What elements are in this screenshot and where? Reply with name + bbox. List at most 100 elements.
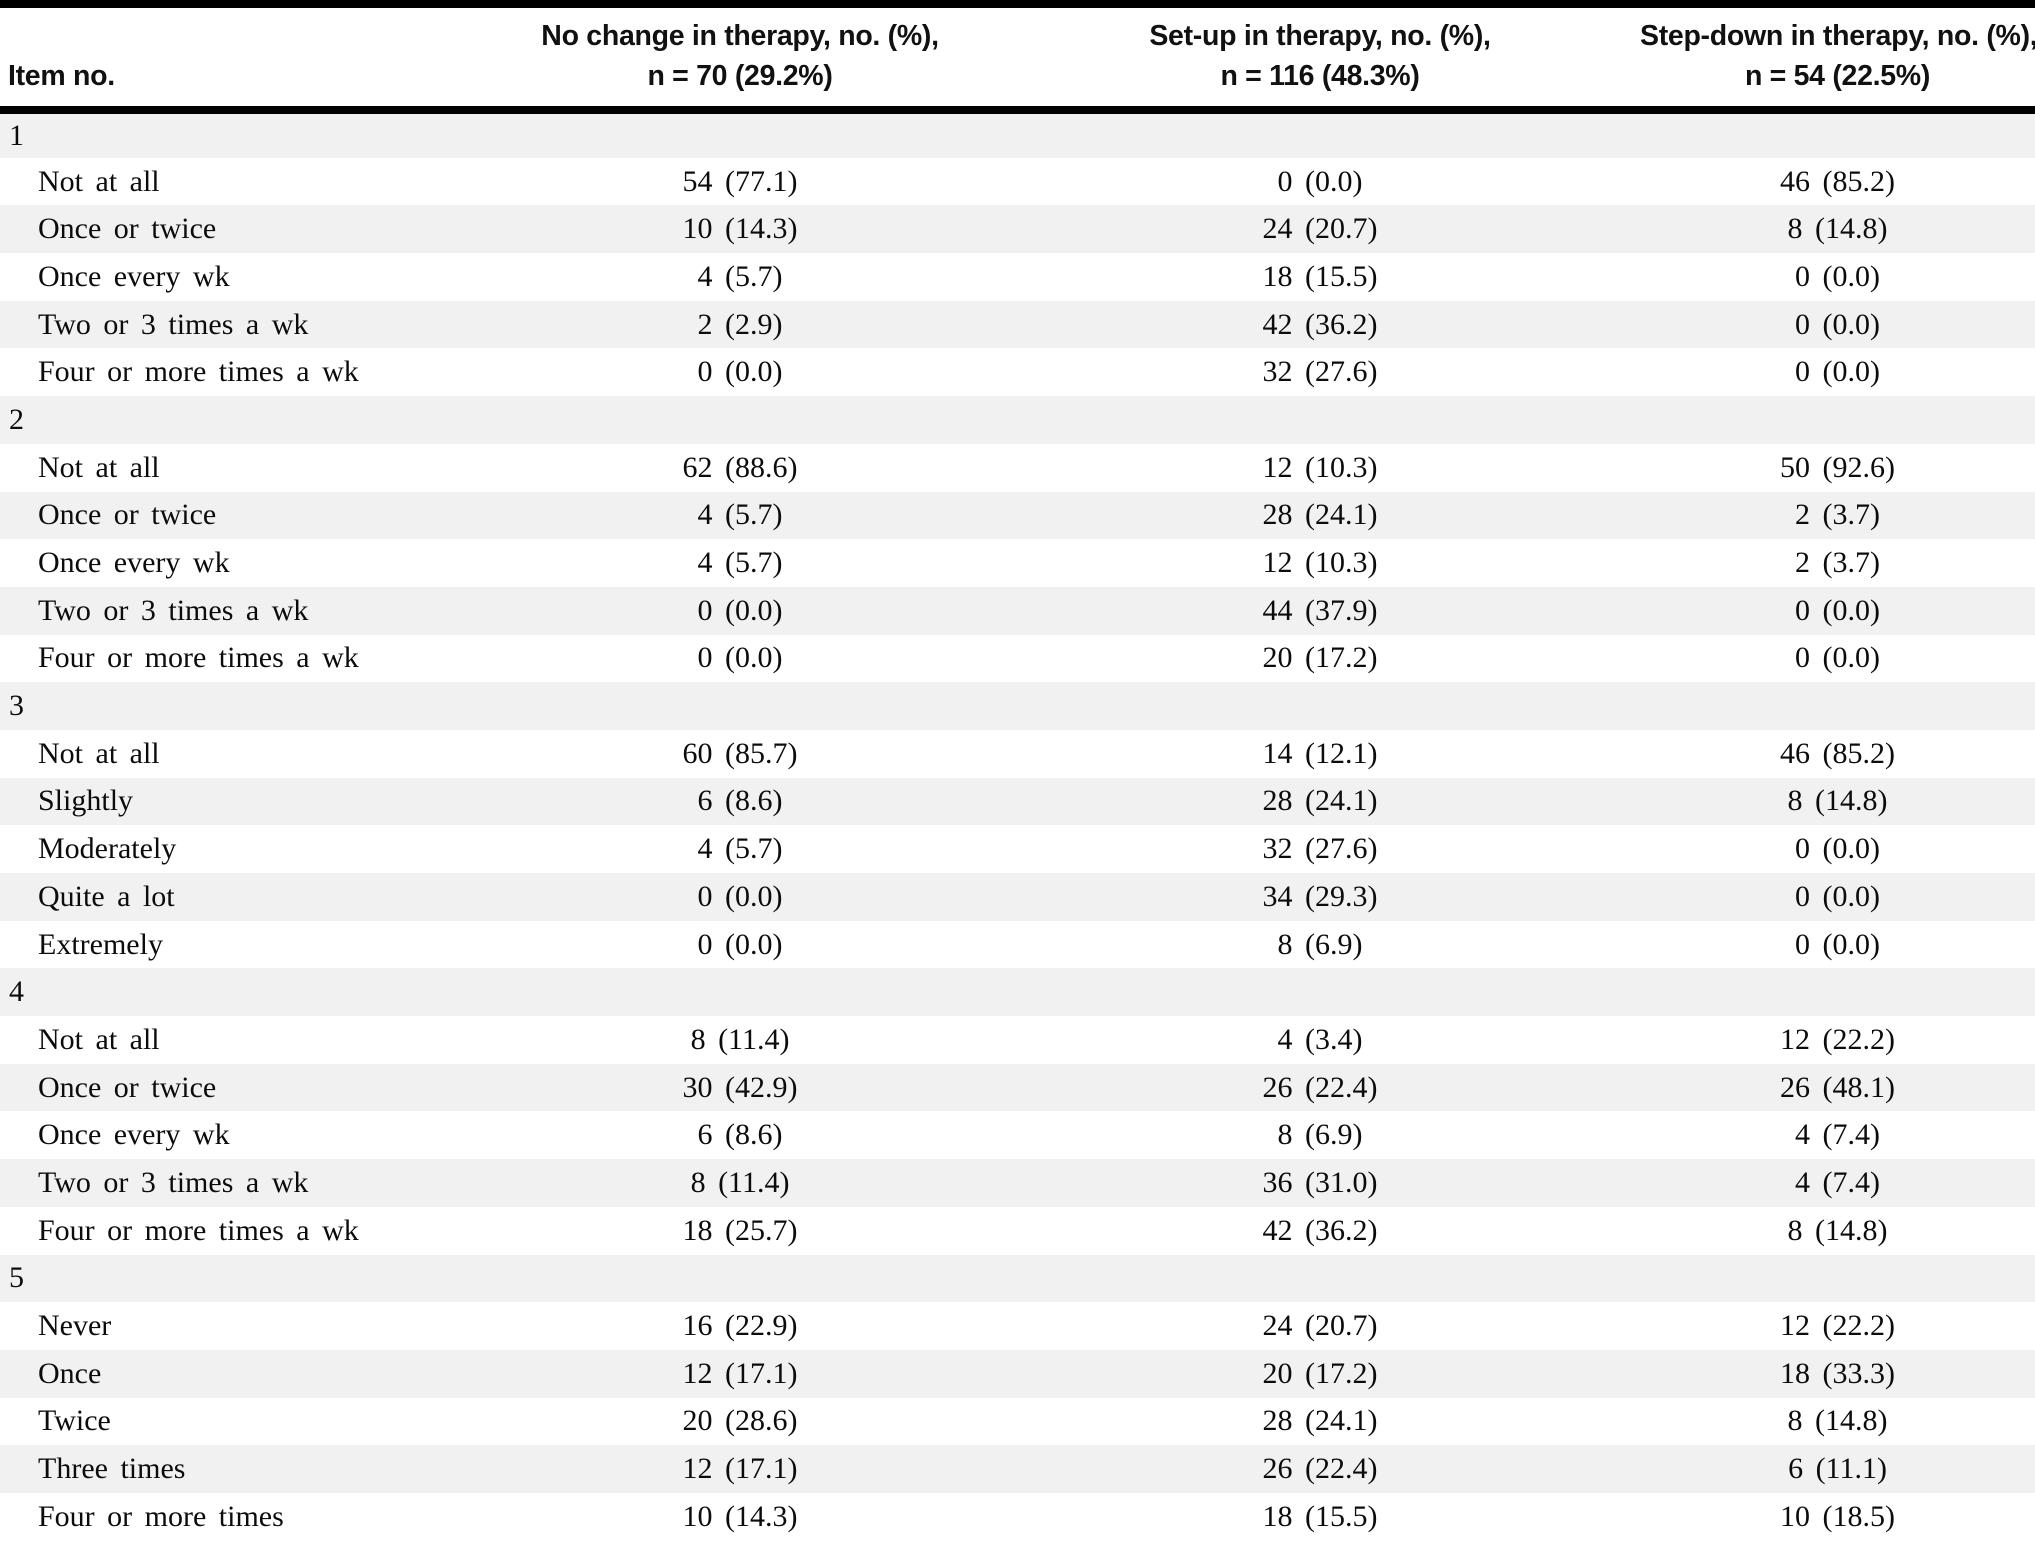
item-number: 5 [9, 1261, 24, 1295]
value-cell: 12 (22.2) [1780, 1309, 1895, 1343]
value-cell: 32 (27.6) [1262, 355, 1378, 389]
response-label: Four or more times a wk [38, 641, 359, 675]
value-cell: 2 (3.7) [1795, 498, 1880, 532]
response-label: Quite a lot [38, 879, 175, 913]
value-cell: 24 (20.7) [1262, 212, 1378, 246]
value-cell: 46 (85.2) [1780, 736, 1895, 770]
item-section-row: 4 [0, 968, 2035, 1017]
value-cell: 6 (8.6) [697, 784, 783, 818]
response-row: Once or twice 30 (42.9) 26 (22.4) 26 (48.1) [0, 1063, 2035, 1112]
value-cell: 8 (14.8) [1787, 212, 1888, 246]
value-cell: 12 (10.3) [1262, 546, 1378, 580]
item-section-row: 1 [0, 110, 2035, 158]
response-row: Four or more times a wk 0 (0.0) 20 (17.2) 0… [0, 635, 2035, 683]
response-row: Slightly 6 (8.6) 28 (24.1) 8 (14.8) [0, 777, 2035, 826]
response-row: Two or 3 times a wk 2 (2.9) 42 (36.2) 0 (0.… [0, 300, 2035, 349]
value-cell: 12 (22.2) [1780, 1022, 1895, 1056]
value-cell: 8 (14.8) [1787, 1213, 1888, 1247]
response-row: Once every wk 6 (8.6) 8 (6.9) 4 (7.4) [0, 1111, 2035, 1159]
response-label: Moderately [38, 832, 177, 866]
response-label: Four or more times [38, 1499, 284, 1533]
value-cell: 62 (88.6) [682, 450, 798, 484]
table-body: 1 Not at all 54 (77.1) 0 (0.0) 46 (85.2) Once… [0, 110, 2035, 1541]
value-cell: 0 (0.0) [1795, 259, 1880, 293]
value-cell: 60 (85.7) [682, 736, 798, 770]
value-cell: 44 (37.9) [1262, 593, 1378, 627]
header-item-no-label: Item no. [8, 60, 115, 92]
response-row: Four or more times a wk 0 (0.0) 32 (27.6) 0… [0, 348, 2035, 396]
response-row: Extremely 0 (0.0) 8 (6.9) 0 (0.0) [0, 921, 2035, 969]
item-number: 4 [9, 975, 24, 1009]
item-section-row: 3 [0, 682, 2035, 730]
value-cell: 20 (17.2) [1262, 1356, 1378, 1390]
response-label: Once or twice [38, 1070, 217, 1104]
value-cell: 8 (6.9) [1277, 1118, 1363, 1152]
value-cell: 18 (25.7) [682, 1213, 798, 1247]
response-row: Four or more times 10 (14.3) 18 (15.5) 10 (… [0, 1493, 2035, 1541]
response-row: Once every wk 4 (5.7) 12 (10.3) 2 (3.7) [0, 539, 2035, 587]
value-cell: 42 (36.2) [1262, 307, 1378, 341]
value-cell: 26 (22.4) [1262, 1452, 1378, 1486]
response-row: Not at all 62 (88.6) 12 (10.3) 50 (92.6) [0, 444, 2035, 492]
value-cell: 10 (14.3) [682, 212, 798, 246]
value-cell: 0 (0.0) [697, 355, 783, 389]
response-label: Once or twice [38, 212, 217, 246]
value-cell: 50 (92.6) [1780, 450, 1895, 484]
value-cell: 4 (7.4) [1795, 1118, 1880, 1152]
header-no-change-line1: No change in therapy, no. (%), [541, 20, 939, 52]
response-label: Extremely [38, 927, 163, 961]
response-row: Three times 12 (17.1) 26 (22.4) 6 (11.1) [0, 1445, 2035, 1493]
item-section-row: 5 [0, 1254, 2035, 1303]
value-cell: 0 (0.0) [1795, 927, 1880, 961]
response-row: Not at all 8 (11.4) 4 (3.4) 12 (22.2) [0, 1016, 2035, 1064]
value-cell: 54 (77.1) [682, 164, 798, 198]
response-row: Once or twice 10 (14.3) 24 (20.7) 8 (14.8) [0, 205, 2035, 254]
response-label: Two or 3 times a wk [38, 307, 309, 341]
value-cell: 0 (0.0) [697, 641, 783, 675]
response-row: Moderately 4 (5.7) 32 (27.6) 0 (0.0) [0, 825, 2035, 873]
value-cell: 4 (3.4) [1277, 1022, 1363, 1056]
response-row: Once or twice 4 (5.7) 28 (24.1) 2 (3.7) [0, 491, 2035, 540]
item-number: 3 [9, 689, 24, 723]
value-cell: 0 (0.0) [1277, 164, 1363, 198]
response-label: Once every wk [38, 259, 230, 293]
response-label: Three times [38, 1452, 186, 1486]
header-row: Item no. No change in therapy, no. (%), … [0, 4, 2035, 110]
value-cell: 30 (42.9) [682, 1070, 798, 1104]
value-cell: 8 (14.8) [1787, 1404, 1888, 1438]
table-header: Item no. No change in therapy, no. (%), … [0, 4, 2035, 110]
value-cell: 8 (11.4) [690, 1165, 790, 1199]
value-cell: 18 (33.3) [1780, 1356, 1895, 1390]
value-cell: 28 (24.1) [1262, 498, 1378, 532]
response-label: Not at all [38, 450, 160, 484]
value-cell: 0 (0.0) [1795, 879, 1880, 913]
response-label: Twice [38, 1404, 111, 1438]
value-cell: 26 (22.4) [1262, 1070, 1378, 1104]
value-cell: 0 (0.0) [1795, 593, 1880, 627]
value-cell: 20 (17.2) [1262, 641, 1378, 675]
response-label: Two or 3 times a wk [38, 593, 309, 627]
value-cell: 18 (15.5) [1262, 259, 1378, 293]
value-cell: 4 (5.7) [697, 832, 783, 866]
response-label: Never [38, 1309, 112, 1343]
value-cell: 2 (3.7) [1795, 546, 1880, 580]
response-label: Not at all [38, 164, 160, 198]
value-cell: 4 (7.4) [1795, 1165, 1880, 1199]
value-cell: 0 (0.0) [1795, 641, 1880, 675]
header-item-no: Item no. [0, 4, 480, 110]
value-cell: 8 (14.8) [1787, 784, 1888, 818]
value-cell: 4 (5.7) [697, 259, 783, 293]
value-cell: 6 (8.6) [697, 1118, 783, 1152]
response-row: Twice 20 (28.6) 28 (24.1) 8 (14.8) [0, 1398, 2035, 1446]
response-row: Two or 3 times a wk 0 (0.0) 44 (37.9) 0 (0.… [0, 586, 2035, 635]
value-cell: 36 (31.0) [1262, 1165, 1378, 1199]
value-cell: 28 (24.1) [1262, 784, 1378, 818]
value-cell: 42 (36.2) [1262, 1213, 1378, 1247]
header-step-down-line1: Step-down in therapy, no. (%), [1640, 20, 2035, 52]
header-step-down-line2: n = 54 (22.5%) [1744, 60, 1931, 92]
value-cell: 2 (2.9) [697, 307, 783, 341]
value-cell: 26 (48.1) [1780, 1070, 1895, 1104]
value-cell: 0 (0.0) [1795, 307, 1880, 341]
